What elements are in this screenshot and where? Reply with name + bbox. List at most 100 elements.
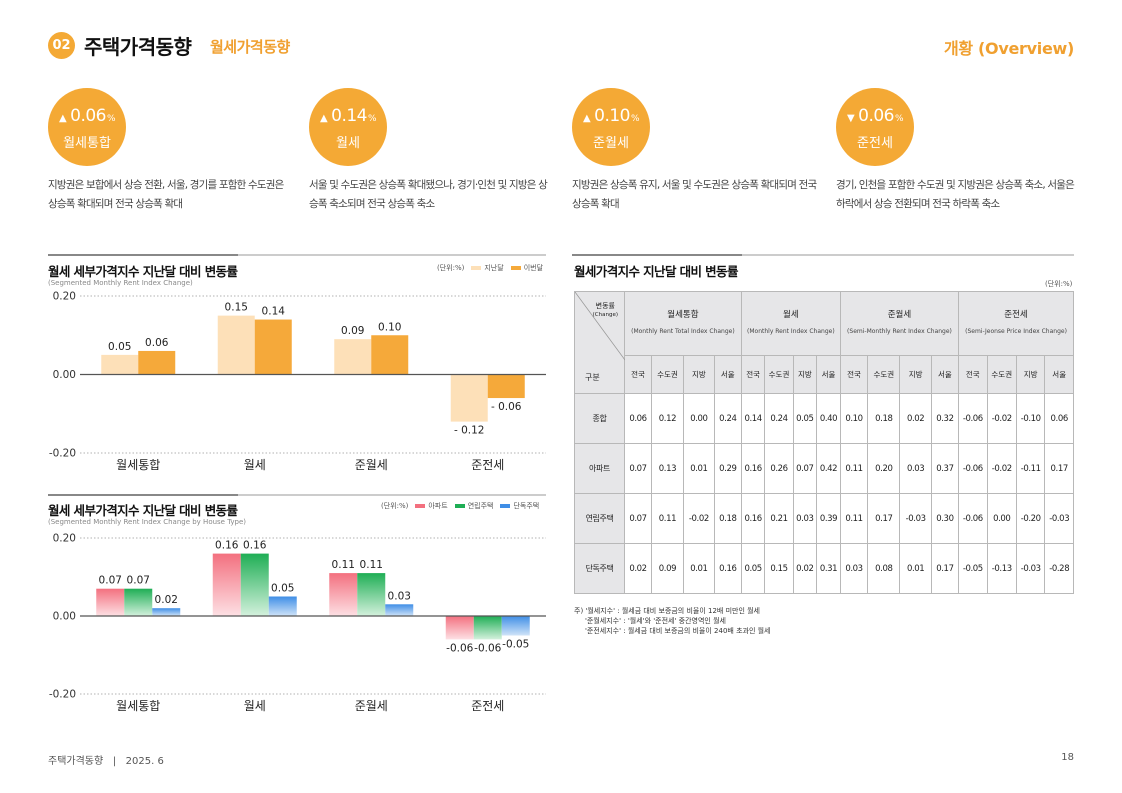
category-label: 월세통합 (116, 699, 160, 713)
group-name: 준월세 (887, 310, 912, 320)
legend-label: 지난달 (484, 264, 504, 272)
bar (473, 616, 502, 640)
table-cell: -0.06 (958, 393, 988, 444)
table-cell: 0.00 (682, 393, 715, 444)
table-cell: 0.17 (930, 543, 960, 594)
table-cell: 0.10 (839, 393, 869, 444)
up-arrow-icon: ▲ (58, 113, 67, 124)
chart2-legend: (단위:%) 아파트 연립주택 단독주택 (381, 501, 539, 511)
table-cell: 0.08 (867, 543, 901, 594)
section-number-badge: 02 (48, 32, 75, 59)
table-cell: 0.03 (899, 443, 932, 494)
subcolumn-header: 서울 (713, 355, 742, 394)
stat-value: 0.06 (858, 106, 894, 126)
stat-circle-semi-monthly: ▲ 0.10% 준월세 (572, 88, 650, 166)
chart1-subtitle: (Segmented Monthly Rent Index Change) (48, 279, 193, 287)
data-label: 0.11 (332, 559, 355, 571)
table-cell: -0.11 (1015, 443, 1046, 494)
table-cell: 0.15 (764, 543, 794, 594)
table-cell: 0.05 (740, 543, 766, 594)
table-cell: 0.03 (792, 493, 818, 544)
row-label: 연립주택 (574, 493, 625, 544)
legend-label: 단독주택 (513, 502, 540, 510)
bar (487, 374, 525, 399)
bar (501, 616, 530, 636)
row-label: 단독주택 (574, 543, 625, 594)
footnotes: 주) '월세지수' : 월세금 대비 보증금의 비율이 12배 미만인 월세 '… (574, 606, 771, 636)
corner-top-label: 변동률 (595, 302, 615, 310)
data-label: 0.06 (145, 337, 169, 349)
y-tick-label: 0.20 (53, 533, 76, 545)
table-cell: 0.02 (624, 543, 652, 594)
table-cell: 0.17 (867, 493, 901, 544)
bar (445, 616, 474, 640)
row-label: 아파트 (574, 443, 625, 494)
stat-label: 월세 (336, 136, 360, 151)
table-cell: -0.03 (899, 493, 932, 544)
stat-description: 서울 및 수도권은 상승폭 확대됐으나, 경기·인천 및 지방은 상승폭 축소되… (309, 179, 548, 210)
page-subtitle: 월세가격동향 (210, 38, 290, 56)
table-cell: 0.02 (792, 543, 818, 594)
page-number: 18 (1061, 752, 1074, 763)
rent-change-table: 변동률 (Change) 구분 월세통합 (Monthly Rent Total … (574, 291, 1074, 594)
stat-circle-monthly: ▲ 0.14% 월세 (309, 88, 387, 166)
y-tick-label: -0.20 (49, 448, 76, 460)
table-corner: 변동률 (Change) 구분 (574, 291, 625, 394)
table-cell: 0.17 (1044, 443, 1074, 494)
data-label: 0.05 (271, 583, 294, 595)
category-label: 월세통합 (116, 458, 160, 472)
footnote: '준월세지수' : '월세'와 '준전세' 중간영역인 월세 (585, 617, 726, 625)
stat-description: 지방권은 상승폭 유지, 서울 및 수도권은 상승폭 확대되며 전국 상승폭 확… (572, 179, 817, 210)
table-row: 단독주택 0.02 0.09 0.01 0.16 0.05 0.15 0.02 0.31 0.03… (574, 543, 1074, 594)
bar (329, 573, 358, 616)
data-label: 0.09 (341, 325, 364, 337)
legend-swatch-this (510, 266, 521, 270)
data-label: 0.10 (378, 321, 401, 333)
bar (357, 573, 386, 616)
table-cell: -0.02 (682, 493, 715, 544)
table-title: 월세가격지수 지난달 대비 변동률 (574, 264, 738, 279)
table-cell: 0.31 (816, 543, 841, 594)
table-cell: -0.10 (1015, 393, 1046, 444)
y-tick-label: 0.20 (53, 291, 76, 303)
section-divider (48, 494, 546, 496)
table-cell: 0.06 (624, 393, 652, 444)
stat-description: 경기, 인천을 포함한 수도권 및 지방권은 상승폭 축소, 서울은 하락에서 … (836, 179, 1075, 210)
stat-value: 0.14 (331, 106, 367, 126)
data-label: 0.11 (360, 559, 383, 571)
chart2-title: 월세 세부가격지수 지난달 대비 변동률 (48, 503, 238, 518)
data-label: 0.07 (99, 575, 122, 587)
chart1-title: 월세 세부가격지수 지난달 대비 변동률 (48, 264, 238, 279)
table-cell: 0.01 (682, 443, 715, 494)
legend-label: 아파트 (428, 502, 448, 510)
category-label: 준전세 (471, 699, 504, 713)
stat-unit: % (107, 114, 116, 124)
table-cell: -0.06 (958, 493, 988, 544)
subcolumn-header: 지방 (899, 355, 932, 394)
data-label: 0.14 (262, 306, 286, 318)
table-cell: 0.40 (816, 393, 841, 444)
bar (212, 553, 241, 616)
group-name-en: (Monthly Rent Index Change) (747, 328, 835, 335)
legend-swatch-row-house (454, 504, 465, 508)
overview-label: 개황 (Overview) (943, 39, 1074, 58)
data-label: 0.16 (215, 540, 239, 552)
section-divider-accent (572, 254, 742, 256)
table-cell: -0.06 (958, 443, 988, 494)
table-cell: 0.29 (713, 443, 742, 494)
data-label: -0.06 (474, 642, 501, 654)
chart2-subtitle: (Segmented Monthly Rent Index Change by … (48, 518, 247, 526)
data-label: 0.05 (108, 341, 131, 353)
stat-label: 준전세 (857, 136, 893, 151)
table-cell: -0.20 (1015, 493, 1046, 544)
table-cell: -0.02 (986, 393, 1017, 444)
table-cell: 0.01 (682, 543, 715, 594)
bar (124, 588, 153, 616)
table-cell: 0.16 (740, 443, 766, 494)
table-cell: 0.14 (740, 393, 766, 444)
bar (152, 608, 181, 616)
footnote: '준전세지수' : 월세금 대비 보증금의 비율이 240배 초과인 월세 (585, 627, 771, 635)
subcolumn-header: 수도권 (867, 355, 901, 394)
table-cell: 0.18 (713, 493, 742, 544)
up-arrow-icon: ▲ (582, 113, 591, 124)
